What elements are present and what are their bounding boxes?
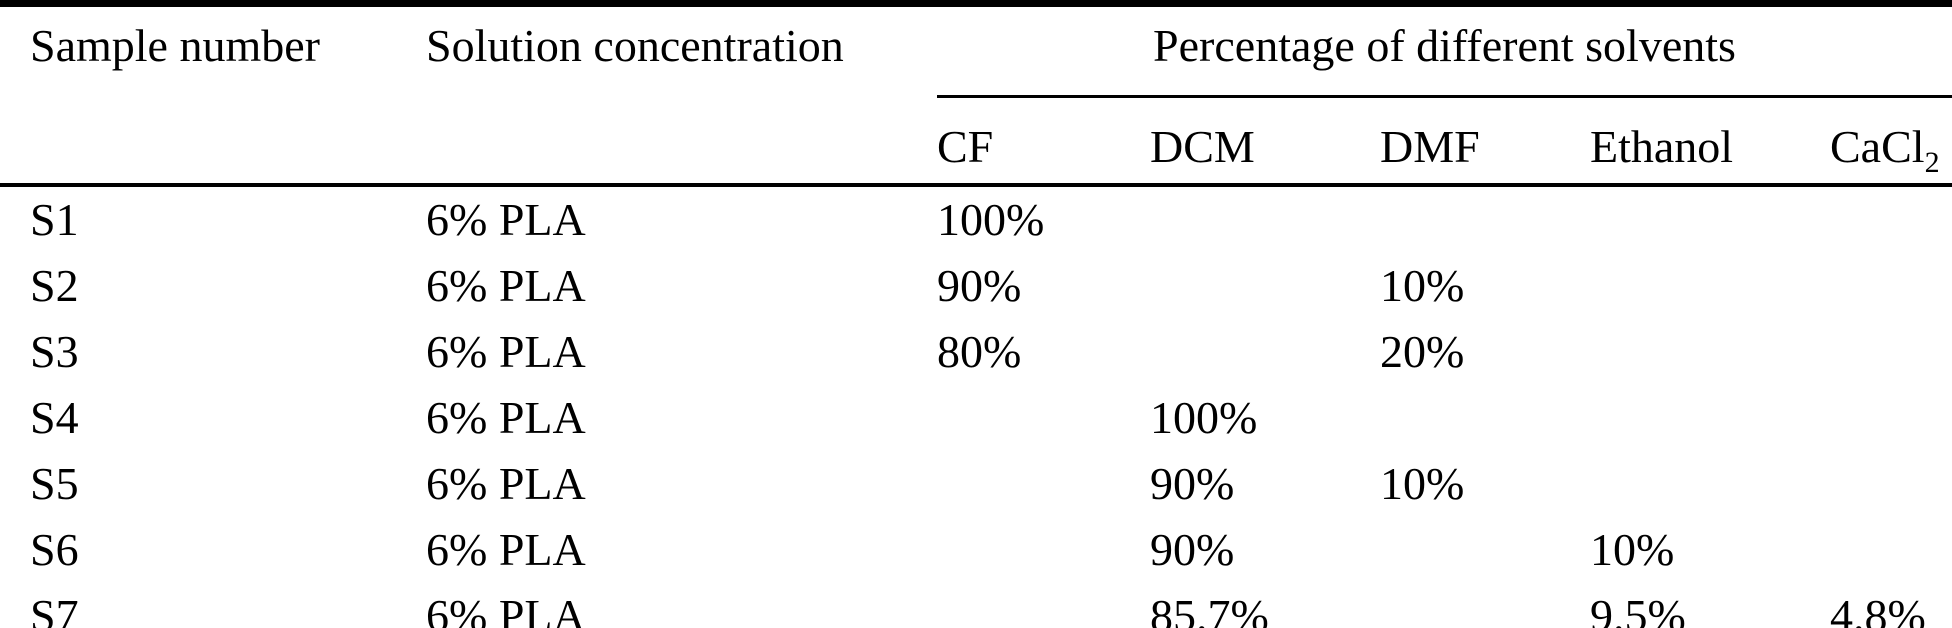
cell-sample: S6: [30, 524, 79, 575]
cell-dmf: [1380, 185, 1590, 253]
cacl2-formula: CaCl: [1830, 121, 1925, 172]
table-body: S1 6% PLA 100% S2 6% PLA 90% 10% S3 6% P…: [0, 185, 1952, 628]
table-header: Sample number Solution concentration Per…: [0, 3, 1952, 187]
header-solution-concentration: Solution concentration: [426, 3, 937, 187]
cell-sample: S5: [30, 458, 79, 509]
cell-dmf: 10%: [1380, 260, 1465, 311]
header-row-groups: Sample number Solution concentration Per…: [0, 3, 1952, 187]
table-row-s1: S1 6% PLA 100%: [0, 185, 1952, 253]
cell-cacl2: [1830, 385, 1952, 451]
table-row-s6: S6 6% PLA 90% 10%: [0, 517, 1952, 583]
header-row-solvents: CF DCM DMF Ethanol CaCl2: [0, 96, 1952, 187]
cell-ethanol: 10%: [1590, 524, 1675, 575]
cell-sample: S2: [30, 260, 79, 311]
header-dmf: DMF: [1380, 96, 1590, 187]
cell-cf: [937, 385, 1150, 451]
cell-cacl2: [1830, 451, 1952, 517]
cell-ethanol: [1590, 253, 1830, 319]
cell-cacl2: [1830, 253, 1952, 319]
cell-concentration: 6% PLA: [426, 590, 586, 628]
cell-cacl2: 4.8%: [1830, 590, 1926, 628]
cell-concentration: 6% PLA: [426, 458, 586, 509]
cell-dmf: 10%: [1380, 458, 1465, 509]
cell-dmf: [1380, 517, 1590, 583]
header-cacl2: CaCl2: [1830, 96, 1952, 187]
cell-ethanol: 9.5%: [1590, 590, 1686, 628]
header-dcm: DCM: [1150, 96, 1380, 187]
cell-sample: S1: [30, 194, 79, 245]
table-row-s3: S3 6% PLA 80% 20%: [0, 319, 1952, 385]
cell-cacl2: [1830, 517, 1952, 583]
cell-dmf: [1380, 385, 1590, 451]
cell-concentration: 6% PLA: [426, 194, 586, 245]
cell-cacl2: [1830, 185, 1952, 253]
cell-cf: 90%: [937, 260, 1022, 311]
cell-dcm: 90%: [1150, 458, 1235, 509]
cell-ethanol: [1590, 385, 1830, 451]
table-row-s7: S7 6% PLA 85.7% 9.5% 4.8%: [0, 583, 1952, 628]
cell-dcm: [1150, 319, 1380, 385]
cell-cf: 80%: [937, 326, 1022, 377]
cell-dcm: [1150, 253, 1380, 319]
header-ethanol: Ethanol: [1590, 96, 1830, 187]
table-row-s2: S2 6% PLA 90% 10%: [0, 253, 1952, 319]
cell-concentration: 6% PLA: [426, 260, 586, 311]
cell-dcm: [1150, 185, 1380, 253]
cell-concentration: 6% PLA: [426, 392, 586, 443]
cell-dcm: 90%: [1150, 524, 1235, 575]
cell-sample: S3: [30, 326, 79, 377]
cell-ethanol: [1590, 451, 1830, 517]
cell-dcm: 100%: [1150, 392, 1258, 443]
table-row-s5: S5 6% PLA 90% 10%: [0, 451, 1952, 517]
cell-ethanol: [1590, 185, 1830, 253]
cell-cf: 100%: [937, 194, 1045, 245]
cell-cacl2: [1830, 319, 1952, 385]
cell-dcm: 85.7%: [1150, 590, 1269, 628]
cell-cf: [937, 451, 1150, 517]
cell-concentration: 6% PLA: [426, 326, 586, 377]
cell-cf: [937, 517, 1150, 583]
cell-concentration: 6% PLA: [426, 524, 586, 575]
cell-dmf: 20%: [1380, 326, 1465, 377]
cell-sample: S7: [30, 590, 79, 628]
cell-ethanol: [1590, 319, 1830, 385]
table-row-s4: S4 6% PLA 100%: [0, 385, 1952, 451]
header-solvents-group: Percentage of different solvents: [937, 3, 1952, 98]
cell-sample: S4: [30, 392, 79, 443]
cacl2-subscript: 2: [1924, 146, 1940, 179]
cell-dmf: [1380, 583, 1590, 628]
header-cf: CF: [937, 96, 1150, 187]
header-sample-number: Sample number: [0, 3, 426, 187]
cell-cf: [937, 583, 1150, 628]
